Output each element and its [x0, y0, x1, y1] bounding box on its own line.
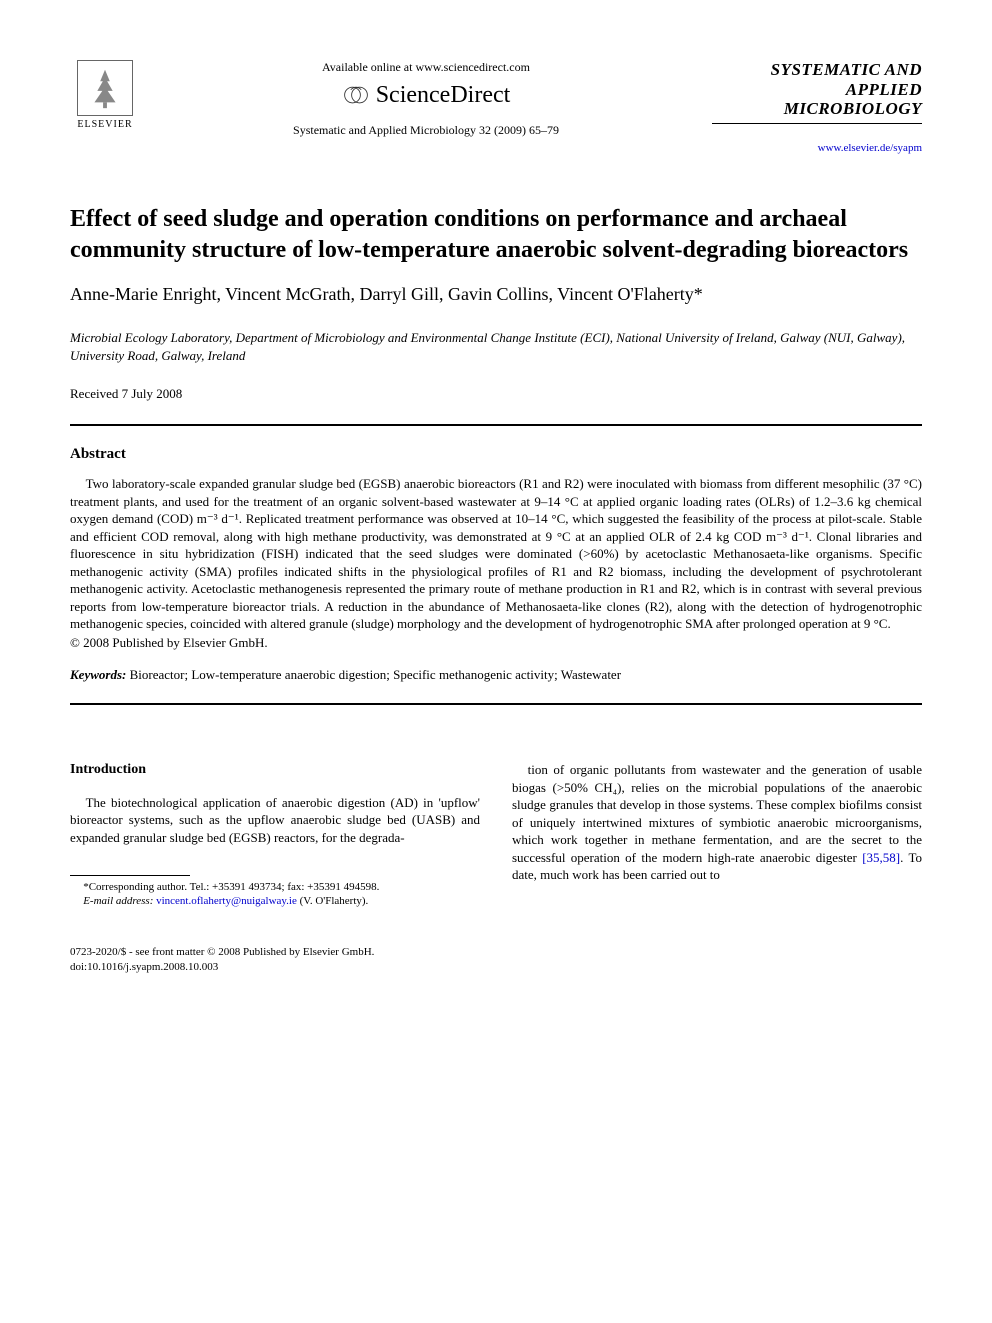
- abstract-copyright: © 2008 Published by Elsevier GmbH.: [70, 635, 922, 651]
- sciencedirect-text: ScienceDirect: [376, 82, 511, 109]
- keywords-line: Keywords: Bioreactor; Low-temperature an…: [70, 667, 922, 683]
- journal-title-underline: [712, 123, 922, 124]
- journal-title-line2: APPLIED MICROBIOLOGY: [784, 80, 922, 119]
- abstract-heading: Abstract: [70, 446, 922, 463]
- journal-title: SYSTEMATIC AND APPLIED MICROBIOLOGY: [712, 60, 922, 119]
- column-right: tion of organic pollutants from wastewat…: [512, 761, 922, 909]
- email-name: (V. O'Flaherty).: [297, 895, 368, 907]
- corresponding-email-link[interactable]: vincent.oflaherty@nuigalway.ie: [156, 895, 297, 907]
- column-left: Introduction The biotechnological applic…: [70, 761, 480, 909]
- introduction-col1-text: The biotechnological application of anae…: [70, 794, 480, 847]
- footnote-divider: [70, 875, 190, 876]
- introduction-heading: Introduction: [70, 761, 480, 780]
- available-online-text: Available online at www.sciencedirect.co…: [160, 60, 692, 75]
- journal-link[interactable]: www.elsevier.de/syapm: [712, 142, 922, 154]
- doi-line: doi:10.1016/j.syapm.2008.10.003: [70, 960, 922, 974]
- journal-citation: Systematic and Applied Microbiology 32 (…: [160, 123, 692, 138]
- col2-part1: tion of organic pollutants from wastewat…: [512, 762, 922, 865]
- journal-title-box: SYSTEMATIC AND APPLIED MICROBIOLOGY www.…: [712, 60, 922, 154]
- elsevier-logo: ELSEVIER: [70, 60, 140, 130]
- introduction-col2-text: tion of organic pollutants from wastewat…: [512, 761, 922, 884]
- keywords-text: Bioreactor; Low-temperature anaerobic di…: [126, 667, 621, 682]
- center-header: Available online at www.sciencedirect.co…: [140, 60, 712, 138]
- elsevier-label: ELSEVIER: [77, 119, 132, 130]
- header-row: ELSEVIER Available online at www.science…: [70, 60, 922, 154]
- affiliation: Microbial Ecology Laboratory, Department…: [70, 329, 922, 364]
- body-columns: Introduction The biotechnological applic…: [70, 761, 922, 909]
- front-matter-line1: 0723-2020/$ - see front matter © 2008 Pu…: [70, 945, 922, 959]
- email-label: E-mail address:: [83, 895, 153, 907]
- keywords-label: Keywords:: [70, 667, 126, 682]
- sciencedirect-icon: [342, 81, 370, 109]
- authors: Anne-Marie Enright, Vincent McGrath, Dar…: [70, 284, 922, 305]
- email-footnote: E-mail address: vincent.oflaherty@nuigal…: [70, 894, 480, 909]
- elsevier-tree-icon: [77, 60, 133, 116]
- divider-above-abstract: [70, 424, 922, 426]
- received-date: Received 7 July 2008: [70, 386, 922, 402]
- corresponding-footnote: *Corresponding author. Tel.: +35391 4937…: [70, 880, 480, 895]
- abstract-body: Two laboratory-scale expanded granular s…: [70, 475, 922, 633]
- divider-below-keywords: [70, 703, 922, 705]
- journal-title-line1: SYSTEMATIC AND: [771, 60, 922, 79]
- sciencedirect-brand: ScienceDirect: [160, 81, 692, 109]
- article-title: Effect of seed sludge and operation cond…: [70, 204, 922, 266]
- reference-link[interactable]: [35,58]: [862, 850, 900, 865]
- front-matter: 0723-2020/$ - see front matter © 2008 Pu…: [70, 945, 922, 974]
